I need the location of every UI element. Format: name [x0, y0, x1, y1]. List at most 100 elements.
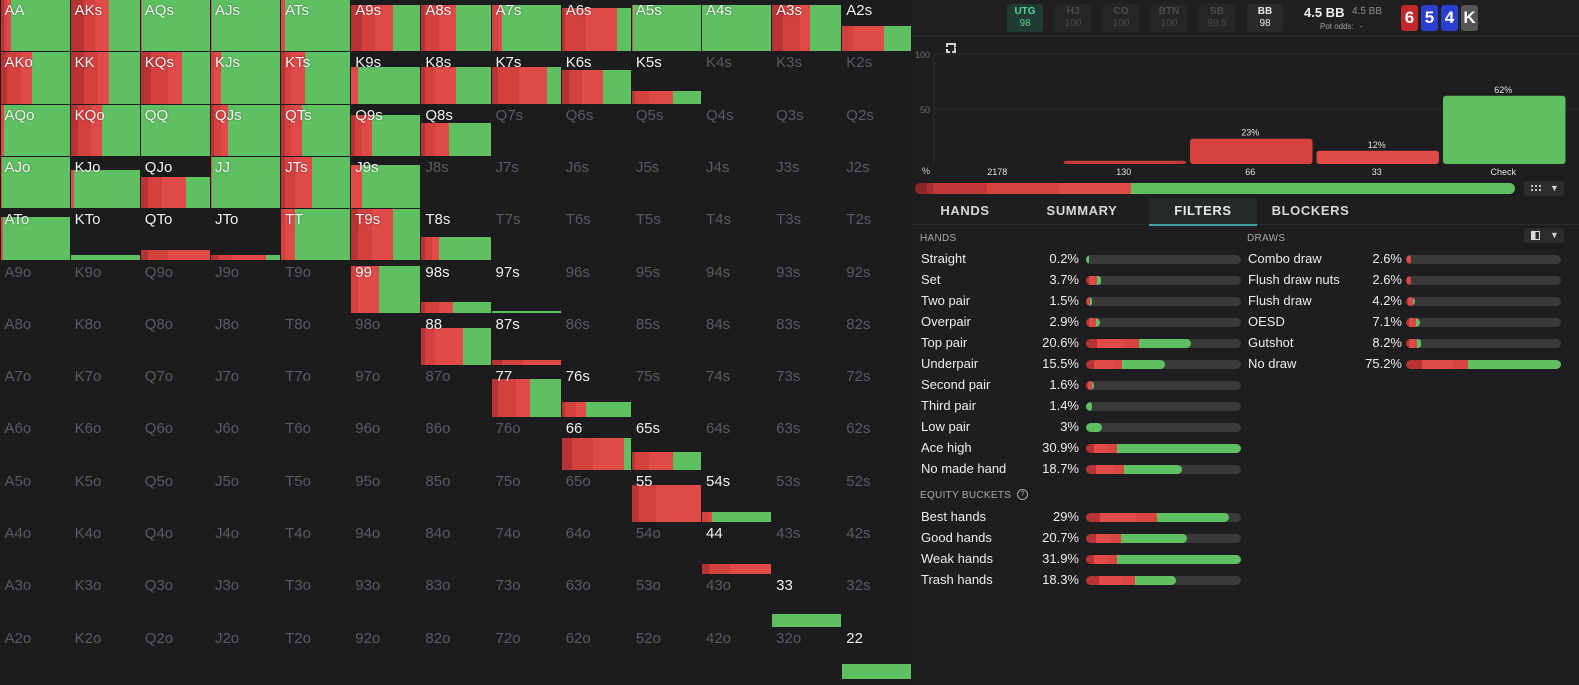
tab-summary[interactable]: SUMMARY — [1046, 203, 1118, 218]
hand-cell[interactable]: 64s — [702, 418, 772, 470]
hand-cell[interactable]: 43s — [772, 523, 842, 575]
hand-cell[interactable]: K4o — [70, 523, 140, 575]
hand-cell[interactable]: K8s — [421, 52, 491, 104]
hand-cell[interactable]: 82o — [421, 627, 491, 679]
hand-cell[interactable]: 65s — [631, 418, 701, 470]
hand-cell[interactable]: 88 — [421, 313, 491, 366]
hand-cell[interactable]: AKs — [70, 0, 140, 52]
hand-cell[interactable]: 53o — [631, 575, 701, 627]
hand-cell[interactable]: 99 — [351, 261, 421, 313]
hand-cell[interactable]: T2o — [281, 627, 351, 679]
hand-cell[interactable]: 63s — [772, 418, 842, 470]
hand-cell[interactable]: Q6o — [140, 418, 210, 470]
hand-cell[interactable]: A8s — [421, 0, 491, 52]
hand-cell[interactable]: 53s — [772, 470, 842, 522]
hand-cell[interactable]: 85o — [421, 470, 491, 522]
hand-cell[interactable]: 93o — [351, 575, 421, 627]
filter-row[interactable]: Trash hands 18.3% — [921, 570, 1241, 591]
hand-cell[interactable]: A3s — [772, 0, 842, 52]
hand-cell[interactable]: T4o — [281, 523, 351, 575]
hand-cell[interactable]: J3s — [772, 156, 842, 209]
hand-cell[interactable]: 72o — [491, 627, 561, 679]
hand-cell[interactable]: A4o — [0, 523, 70, 575]
hand-cell[interactable]: KJo — [70, 156, 140, 209]
hand-cell[interactable]: AJo — [0, 156, 70, 209]
hand-cell[interactable]: QTo — [140, 209, 210, 261]
filter-row[interactable]: Overpair 2.9% — [921, 312, 1241, 333]
filter-row[interactable]: Two pair 1.5% — [921, 291, 1241, 312]
hand-cell[interactable]: T3o — [281, 575, 351, 627]
hand-cell[interactable]: 77 — [491, 366, 561, 418]
filter-row[interactable]: No made hand 18.7% — [921, 459, 1241, 480]
filter-row[interactable]: Ace high 30.9% — [921, 438, 1241, 459]
hand-cell[interactable]: 94o — [351, 523, 421, 575]
hand-cell[interactable]: Q4o — [140, 523, 210, 575]
hand-cell[interactable]: A7s — [491, 0, 561, 52]
hand-cell[interactable]: K6o — [70, 418, 140, 470]
hand-cell[interactable]: 83o — [421, 575, 491, 627]
hand-cell[interactable]: A9o — [0, 261, 70, 313]
hand-cell[interactable]: JTs — [281, 156, 351, 209]
hand-cell[interactable]: 22 — [842, 627, 912, 679]
hand-cell[interactable]: QTs — [281, 104, 351, 156]
hand-cell[interactable]: T8s — [421, 209, 491, 261]
hand-cell[interactable]: J4o — [210, 523, 281, 575]
tab-hands[interactable]: HANDS — [940, 203, 990, 218]
hand-cell[interactable]: Q3o — [140, 575, 210, 627]
position-btn[interactable]: BTN 100 — [1151, 4, 1187, 32]
hand-cell[interactable]: 95s — [631, 261, 701, 313]
hand-cell[interactable]: J7s — [491, 156, 561, 209]
hand-cell[interactable]: 55 — [631, 470, 701, 522]
hand-cell[interactable]: K2s — [842, 52, 912, 104]
tab-filters[interactable]: FILTERS — [1149, 198, 1257, 226]
hand-cell[interactable]: A5o — [0, 470, 70, 522]
hand-cell[interactable]: 84s — [702, 313, 772, 366]
hand-cell[interactable]: 86o — [421, 418, 491, 470]
filter-row[interactable]: Combo draw 2.6% — [1248, 249, 1561, 270]
hand-cell[interactable]: T3s — [772, 209, 842, 261]
hand-cell[interactable]: J8o — [210, 313, 281, 366]
help-icon[interactable]: ? — [1017, 489, 1028, 500]
hand-cell[interactable]: 62o — [561, 627, 631, 679]
filter-row[interactable]: Gutshot 8.2% — [1248, 333, 1561, 354]
hand-cell[interactable]: KTs — [281, 52, 351, 104]
hand-cell[interactable]: T7s — [491, 209, 561, 261]
hand-cell[interactable]: T5o — [281, 470, 351, 522]
filter-row[interactable]: Top pair 20.6% — [921, 333, 1241, 354]
hand-cell[interactable]: K7o — [70, 366, 140, 418]
hand-cell[interactable]: 73s — [772, 366, 842, 418]
hand-cell[interactable]: ATo — [0, 209, 70, 261]
position-co[interactable]: CO 100 — [1103, 4, 1139, 32]
hand-cell[interactable]: 54o — [631, 523, 701, 575]
hand-cell[interactable]: A6s — [561, 0, 631, 52]
hand-cell[interactable]: A6o — [0, 418, 70, 470]
hand-cell[interactable]: QJo — [140, 156, 210, 209]
hand-cell[interactable]: AQo — [0, 104, 70, 156]
tab-blockers[interactable]: BLOCKERS — [1271, 203, 1350, 218]
filter-row[interactable]: Underpair 15.5% — [921, 354, 1241, 375]
hand-cell[interactable]: J3o — [210, 575, 281, 627]
hand-cell[interactable]: 92o — [351, 627, 421, 679]
hand-cell[interactable]: 52o — [631, 627, 701, 679]
filter-row[interactable]: Third pair 1.4% — [921, 396, 1241, 417]
hand-cell[interactable]: T6o — [281, 418, 351, 470]
hand-cell[interactable]: Q8o — [140, 313, 210, 366]
filter-row[interactable]: Low pair 3% — [921, 417, 1241, 438]
hand-cell[interactable]: A5s — [631, 0, 701, 52]
hand-cell[interactable]: 32o — [772, 627, 842, 679]
hand-cell[interactable]: 54s — [702, 470, 772, 522]
hand-cell[interactable]: J2s — [842, 156, 912, 209]
hand-cell[interactable]: 87o — [421, 366, 491, 418]
hand-cell[interactable]: Q5o — [140, 470, 210, 522]
hand-cell[interactable]: 94s — [702, 261, 772, 313]
hand-cell[interactable]: 44 — [702, 523, 772, 575]
hand-cell[interactable]: 74s — [702, 366, 772, 418]
hand-cell[interactable]: AKo — [0, 52, 70, 104]
hand-cell[interactable]: T4s — [702, 209, 772, 261]
hand-cell[interactable]: J8s — [421, 156, 491, 209]
position-utg[interactable]: UTG 98 — [1007, 4, 1043, 32]
hand-cell[interactable]: 84o — [421, 523, 491, 575]
hand-cell[interactable]: Q4s — [702, 104, 772, 156]
position-sb[interactable]: SB 99.5 — [1199, 4, 1235, 32]
hand-cell[interactable]: K2o — [70, 627, 140, 679]
